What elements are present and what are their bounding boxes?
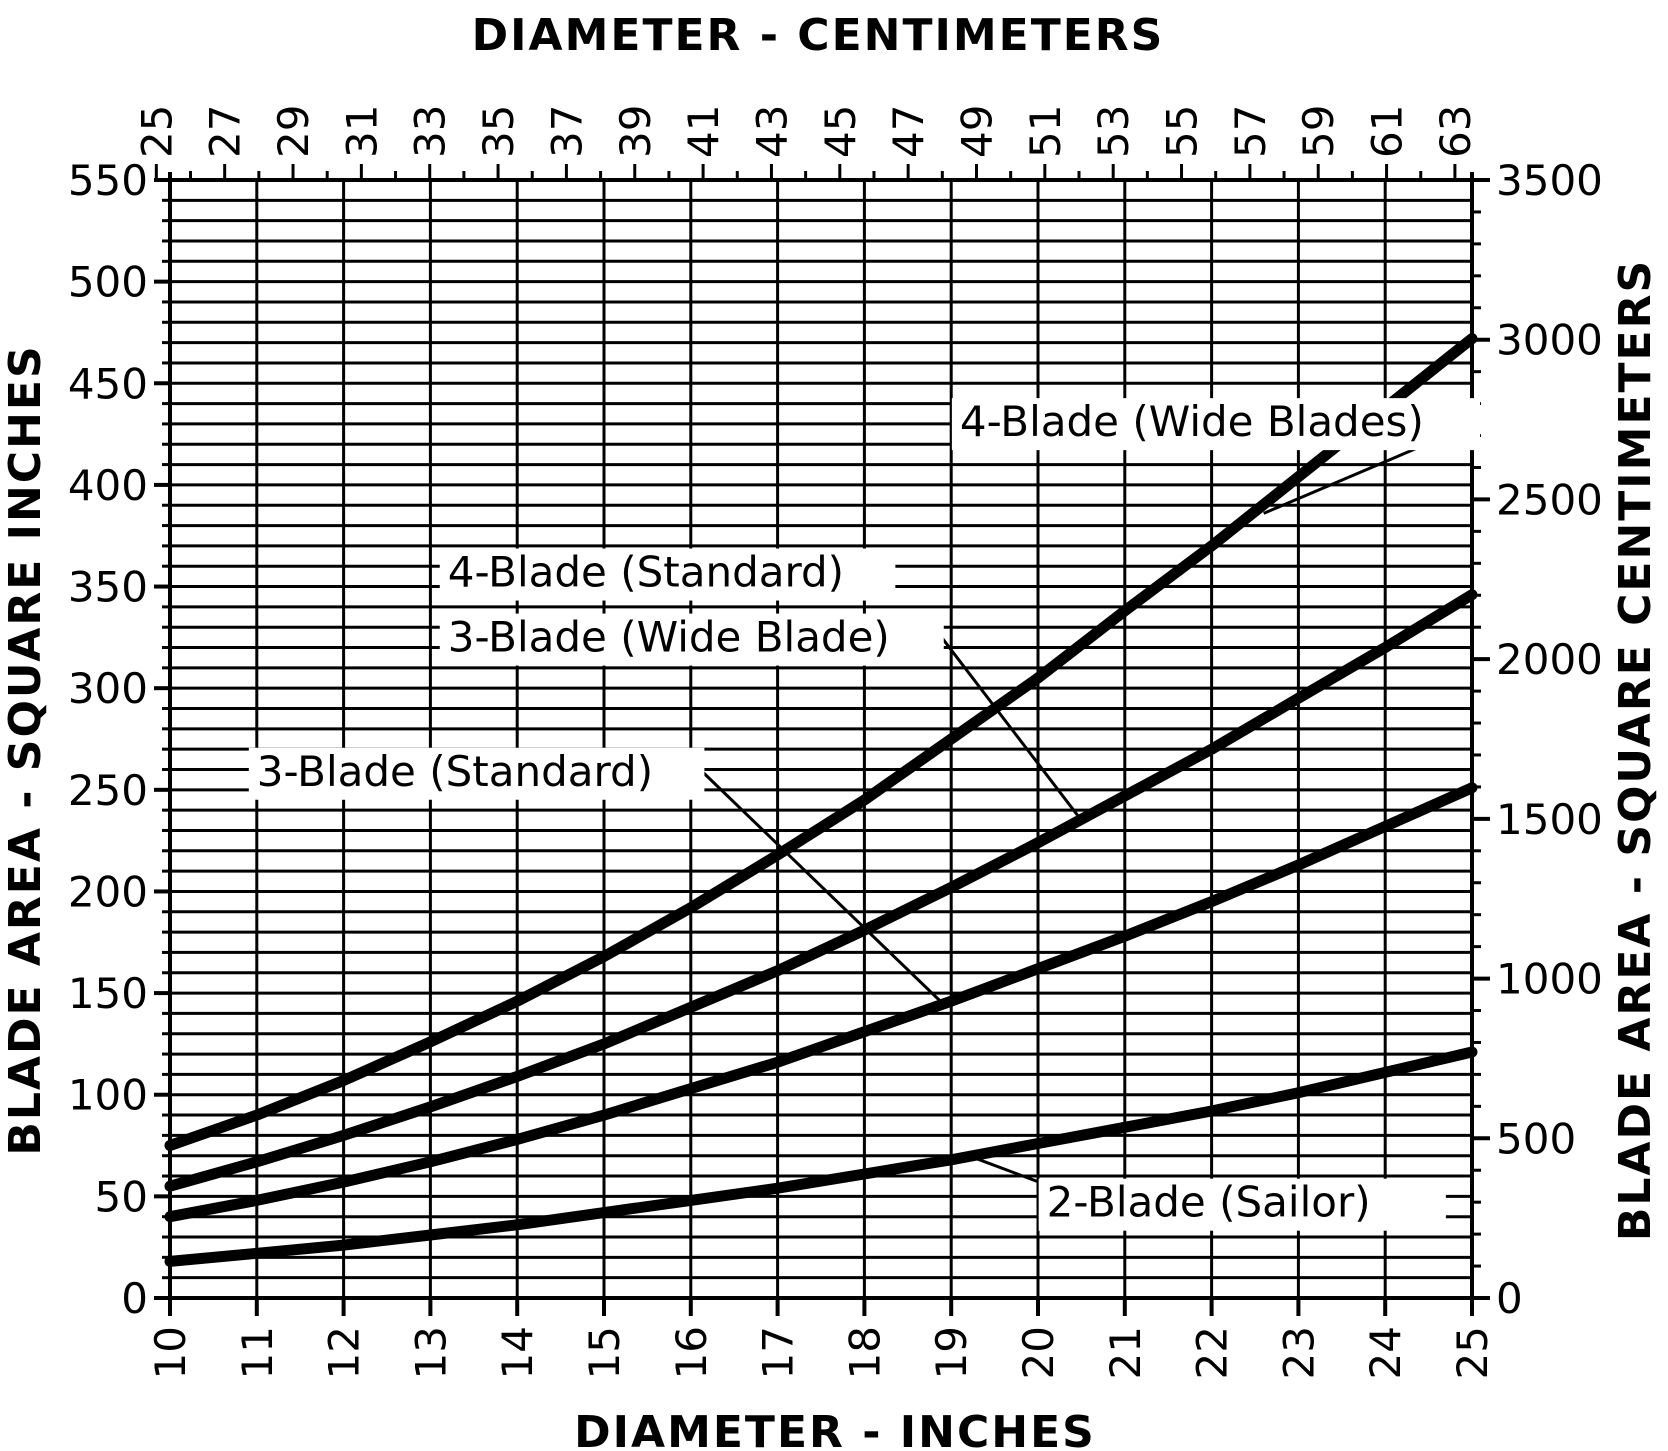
grid	[168, 178, 1474, 1300]
y-tick-label: 450	[68, 359, 148, 408]
y2-tick-label: 3000	[1496, 316, 1603, 365]
x2-tick-label: 49	[952, 105, 1001, 158]
y-tick-label: 400	[68, 461, 148, 510]
y-tick-label: 150	[68, 969, 148, 1018]
x-tick-label: 24	[1361, 1326, 1410, 1379]
x2-tick-label: 63	[1431, 105, 1480, 158]
x-bottom-axis-title: DIAMETER - INCHES	[574, 1407, 1096, 1451]
x2-tick-label: 35	[474, 105, 523, 158]
y2-tick-label: 0	[1496, 1274, 1523, 1323]
x-tick-label: 13	[406, 1326, 455, 1379]
series-label-box	[439, 613, 944, 666]
x2-tick-label: 37	[542, 105, 591, 158]
series-label-box	[951, 398, 1481, 451]
y-right-axis-title: BLADE AREA - SQUARE CENTIMETERS	[1610, 259, 1661, 1241]
x-tick-label: 21	[1101, 1326, 1150, 1379]
y-tick-label: 0	[121, 1274, 148, 1323]
x2-tick-label: 29	[269, 105, 318, 158]
y-tick-label: 350	[68, 563, 148, 612]
x2-tick-label: 33	[406, 105, 455, 158]
series-line-3	[164, 1046, 1478, 1267]
x2-tick-label: 57	[1226, 105, 1275, 158]
x-tick-label: 23	[1274, 1326, 1323, 1379]
x2-tick-label: 61	[1363, 105, 1412, 158]
x2-tick-label: 41	[679, 105, 728, 158]
series-labels: 4-Blade (Wide Blades) 4-Blade (Standard) 3…	[248, 397, 1481, 1231]
x2-tick-label: 59	[1294, 105, 1343, 158]
y-tick-label: 50	[95, 1172, 148, 1221]
y2-tick-label: 1500	[1496, 795, 1603, 844]
annotation-leader	[701, 770, 944, 1005]
x-tick-label: 14	[493, 1326, 542, 1379]
series-label: 3-Blade (Standard)	[257, 747, 653, 796]
series-label: 4-Blade (Wide Blades)	[960, 397, 1424, 446]
series-label: 3-Blade (Wide Blade)	[448, 613, 890, 662]
x2-tick-label: 31	[337, 105, 386, 158]
y-tick-label: 550	[68, 156, 148, 205]
series-label-box	[1038, 1178, 1446, 1231]
y2-tick-label: 2000	[1496, 635, 1603, 684]
x2-tick-label: 27	[201, 105, 250, 158]
x2-tick-label: 43	[747, 105, 796, 158]
x-tick-label: 19	[927, 1326, 976, 1379]
x-tick-label: 20	[1014, 1326, 1063, 1379]
x2-tick-label: 25	[132, 105, 181, 158]
x-tick-label: 10	[146, 1326, 195, 1379]
y-tick-label: 100	[68, 1071, 148, 1120]
x-top-axis-title: DIAMETER - CENTIMETERS	[472, 10, 1165, 61]
x2-tick-label: 51	[1021, 105, 1070, 158]
x2-tick-label: 53	[1089, 105, 1138, 158]
y-tick-label: 250	[68, 766, 148, 815]
y2-tick-label: 3500	[1496, 156, 1603, 205]
x2-tick-label: 39	[611, 105, 660, 158]
y-tick-label: 200	[68, 867, 148, 916]
y-tick-label: 500	[68, 258, 148, 307]
series-label: 2-Blade (Sailor)	[1047, 1178, 1371, 1227]
x-tick-label: 17	[754, 1326, 803, 1379]
x-tick-label: 11	[233, 1326, 282, 1379]
y2-tick-label: 1000	[1496, 955, 1603, 1004]
series-label-box	[248, 747, 705, 800]
y2-tick-label: 2500	[1496, 475, 1603, 524]
y-tick-label: 300	[68, 664, 148, 713]
annotation-leader	[940, 636, 1083, 822]
x-tick-label: 18	[840, 1326, 889, 1379]
annotation-leader	[968, 1154, 1042, 1185]
series-label-box	[439, 548, 896, 601]
series-lines	[164, 333, 1478, 1267]
series-label: 4-Blade (Standard)	[448, 548, 844, 597]
x2-tick-label: 47	[884, 105, 933, 158]
x2-tick-label: 55	[1158, 105, 1207, 158]
x-tick-label: 15	[580, 1326, 629, 1379]
y-left-axis-title: BLADE AREA - SQUARE INCHES	[0, 344, 51, 1155]
x-tick-label: 12	[320, 1326, 369, 1379]
series-line-1	[164, 589, 1478, 1192]
x2-tick-label: 45	[816, 105, 865, 158]
x-tick-label: 22	[1188, 1326, 1237, 1379]
axes: 0 50 100 150 200 250 300 350 400 450 500 550 0 500 100…	[68, 105, 1603, 1380]
x-tick-label: 16	[667, 1326, 716, 1379]
y2-tick-label: 500	[1496, 1114, 1576, 1163]
series-line-2	[164, 782, 1478, 1223]
x-tick-label: 25	[1448, 1326, 1497, 1379]
series-line-0	[164, 333, 1478, 1151]
